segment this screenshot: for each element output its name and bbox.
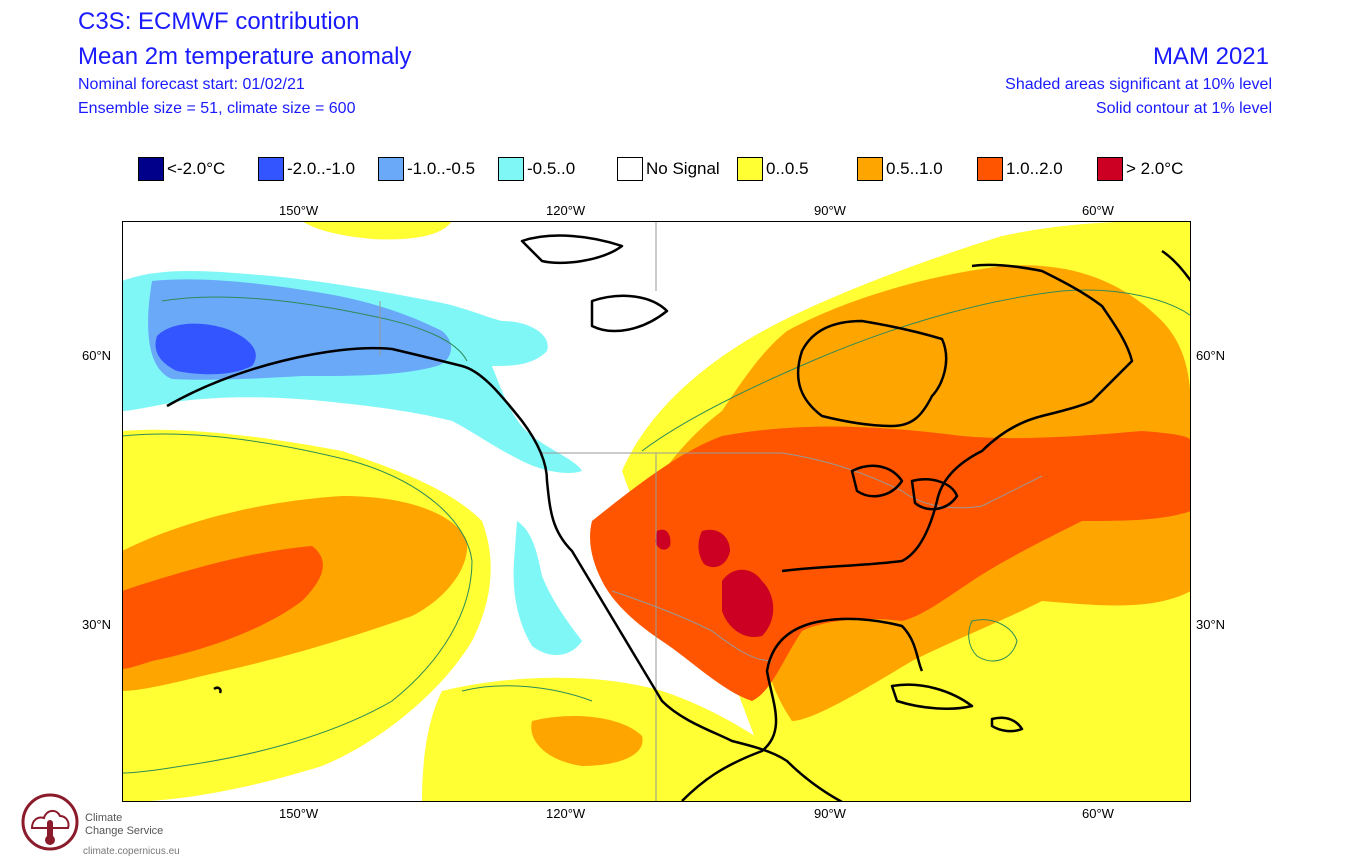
legend-label: > 2.0°C — [1126, 159, 1184, 178]
legend-label: 1.0..2.0 — [1006, 159, 1063, 178]
lon-label-top: 60°W — [1082, 203, 1114, 218]
lat-label-left: 60°N — [82, 348, 112, 363]
legend-swatch — [138, 157, 164, 181]
legend-swatch — [258, 157, 284, 181]
significance-shaded-note: Shaded areas significant at 10% level — [1005, 76, 1272, 93]
legend-swatch — [617, 157, 643, 181]
legend-item: -1.0..-0.5 — [378, 157, 475, 181]
lon-label-bottom: 60°W — [1082, 806, 1114, 821]
lat-label-right: 60°N — [1196, 348, 1226, 363]
coastlines — [166, 234, 1191, 802]
legend-label: 0..0.5 — [766, 159, 809, 178]
title-line-2: Mean 2m temperature anomaly — [78, 43, 412, 70]
legend-item: 0.5..1.0 — [857, 157, 943, 181]
season-label: MAM 2021 — [1152, 43, 1269, 70]
legend-label: -1.0..-0.5 — [407, 159, 476, 178]
lon-label-top: 90°W — [814, 203, 846, 218]
legend-label: -2.0..-1.0 — [287, 159, 356, 178]
forecast-start: Nominal forecast start: 01/02/21 — [78, 76, 305, 93]
legend-item: <-2.0°C — [138, 157, 225, 181]
logo-url[interactable]: climate.copernicus.eu — [83, 846, 180, 857]
legend-item: 1.0..2.0 — [977, 157, 1063, 181]
lon-label-bottom: 90°W — [814, 806, 846, 821]
legend-item: > 2.0°C — [1097, 157, 1183, 181]
shade-gt-2.0 — [655, 529, 774, 637]
legend-item: -2.0..-1.0 — [258, 157, 355, 181]
legend-item: -0.5..0 — [498, 157, 575, 181]
legend-swatch — [498, 157, 524, 181]
political-borders — [379, 221, 1043, 802]
legend-swatch — [737, 157, 763, 181]
legend-swatch — [1097, 157, 1123, 181]
legend-label: -0.5..0 — [527, 159, 576, 178]
shade-minus-2.0-minus-1.0 — [155, 323, 256, 375]
legend-label: 0.5..1.0 — [886, 159, 943, 178]
significance-contours — [122, 289, 1191, 774]
lon-label-top: 150°W — [279, 203, 319, 218]
logo-name-line1: Climate — [85, 812, 123, 824]
logo-name-line2: Change Service — [85, 825, 164, 837]
significance-contour-note: Solid contour at 1% level — [1095, 100, 1272, 117]
legend-swatch — [378, 157, 404, 181]
anomaly-map — [122, 221, 1191, 802]
legend-label: No Signal — [646, 159, 720, 178]
lat-label-right: 30°N — [1196, 617, 1226, 632]
lon-label-bottom: 150°W — [279, 806, 319, 821]
lon-label-top: 120°W — [546, 203, 586, 218]
copernicus-logo-icon — [21, 793, 79, 851]
legend-label: <-2.0°C — [167, 159, 226, 178]
title-line-1: C3S: ECMWF contribution — [78, 8, 360, 35]
legend-swatch — [857, 157, 883, 181]
lat-label-left: 30°N — [82, 617, 112, 632]
lon-label-bottom: 120°W — [546, 806, 586, 821]
legend-swatch — [977, 157, 1003, 181]
legend-item: 0..0.5 — [737, 157, 809, 181]
legend: <-2.0°C -2.0..-1.0 -1.0..-0.5 -0.5..0 No… — [0, 157, 1349, 183]
map-frame — [122, 221, 1191, 802]
legend-item: No Signal — [617, 157, 720, 181]
ensemble-size: Ensemble size = 51, climate size = 600 — [78, 100, 356, 117]
